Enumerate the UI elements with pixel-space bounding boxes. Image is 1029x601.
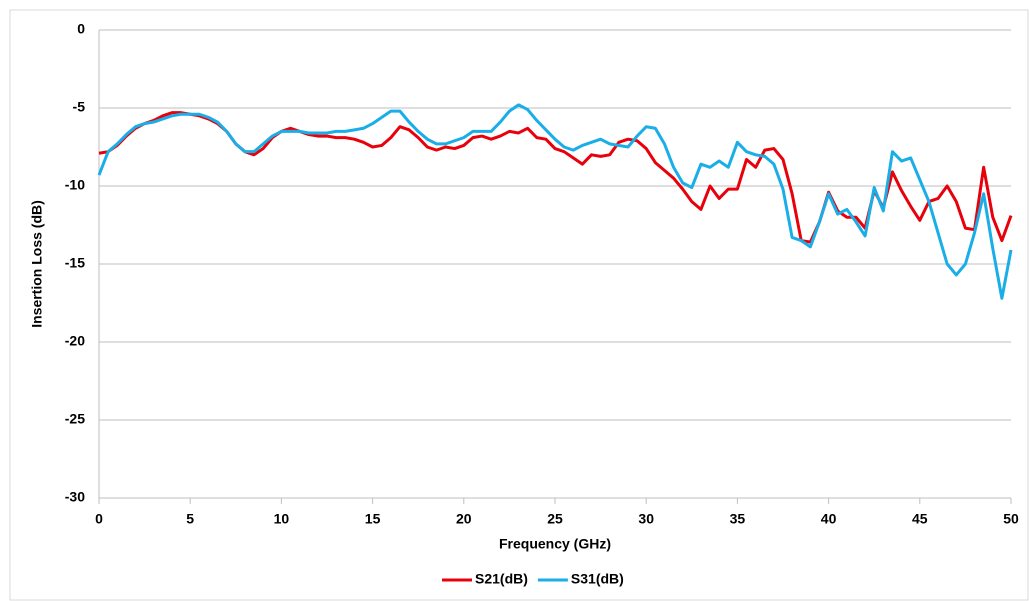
chart-frame	[9, 9, 1029, 601]
y-tick-label: -10	[65, 177, 85, 193]
series-line	[97, 103, 1013, 300]
legend-label: S31(dB)	[571, 571, 624, 587]
x-tick-label: 35	[730, 511, 746, 527]
x-tick-label: 50	[1003, 511, 1019, 527]
y-tick-label: -20	[65, 333, 85, 349]
y-tick-label: -15	[65, 255, 85, 271]
x-tick-label: 30	[638, 511, 654, 527]
x-tick-label: 45	[912, 511, 928, 527]
y-tick-label: 0	[77, 21, 85, 37]
x-tick-label: 5	[186, 511, 194, 527]
y-tick-label: -5	[73, 99, 86, 115]
legend-label: S21(dB)	[475, 571, 528, 587]
x-tick-label: 15	[365, 511, 381, 527]
x-tick-label: 25	[547, 511, 563, 527]
x-tick-label: 40	[821, 511, 837, 527]
x-axis-label: Frequency (GHz)	[499, 536, 611, 552]
y-axis-label: Insertion Loss (dB)	[29, 200, 45, 328]
y-tick-label: -30	[65, 489, 85, 505]
x-tick-label: 10	[274, 511, 290, 527]
x-tick-label: 20	[456, 511, 472, 527]
series-line	[98, 111, 1013, 244]
y-tick-label: -25	[65, 411, 85, 427]
x-tick-label: 0	[95, 511, 103, 527]
